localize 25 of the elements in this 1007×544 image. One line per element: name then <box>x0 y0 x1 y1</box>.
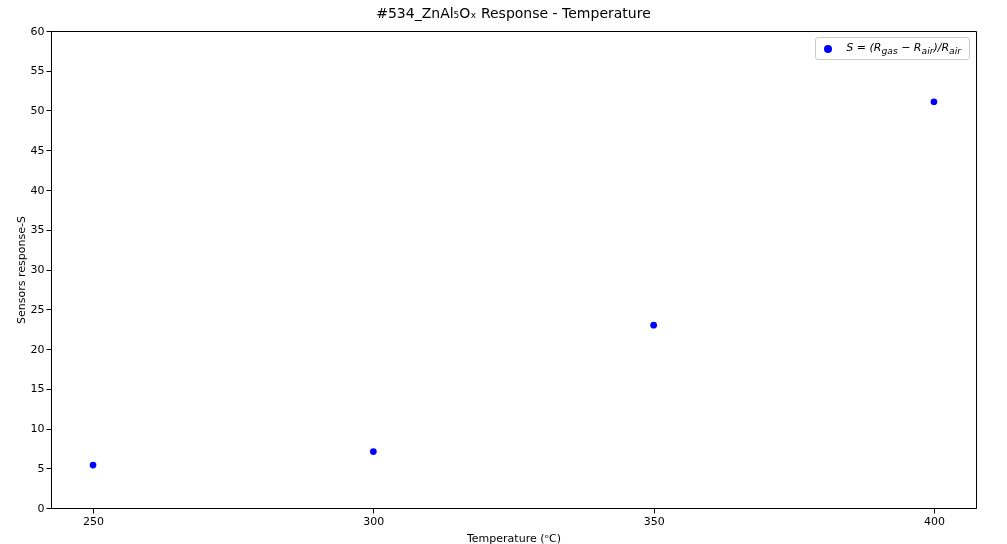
y-tick-label: 40 <box>30 183 45 197</box>
chart-title: #534_ZnAl₅Oₓ Response - Temperature <box>376 5 651 21</box>
x-tick-label: 300 <box>363 514 385 528</box>
y-axis-title: Sensors response-S <box>14 216 28 324</box>
y-tick-label: 55 <box>30 64 45 78</box>
x-tick-label: 250 <box>83 514 105 528</box>
point <box>369 448 377 455</box>
y-tick-label: 45 <box>30 143 45 157</box>
y-tick-label: 50 <box>30 104 45 117</box>
point <box>89 461 97 469</box>
y-tick-label: 35 <box>30 223 45 237</box>
y-tick-label: 10 <box>30 422 45 435</box>
point <box>930 98 938 106</box>
y-tick-label: 5 <box>37 461 45 475</box>
point <box>650 321 658 329</box>
y-tick-label: 25 <box>30 302 45 316</box>
y-tick-label: 20 <box>30 342 45 356</box>
y-tick-label: 30 <box>30 263 45 276</box>
x-axis-title: Temperature (ᵒC) <box>466 531 561 544</box>
legend-label: S = (R$_{gas}$ − R$_{air}$)/R$_{air}$ <box>846 41 961 57</box>
x-tick-label: 400 <box>923 514 945 528</box>
y-tick-label: 0 <box>37 501 45 515</box>
y-tick-label: 60 <box>30 24 45 38</box>
y-tick-label: 15 <box>30 382 45 396</box>
x-tick-label: 350 <box>643 514 665 528</box>
